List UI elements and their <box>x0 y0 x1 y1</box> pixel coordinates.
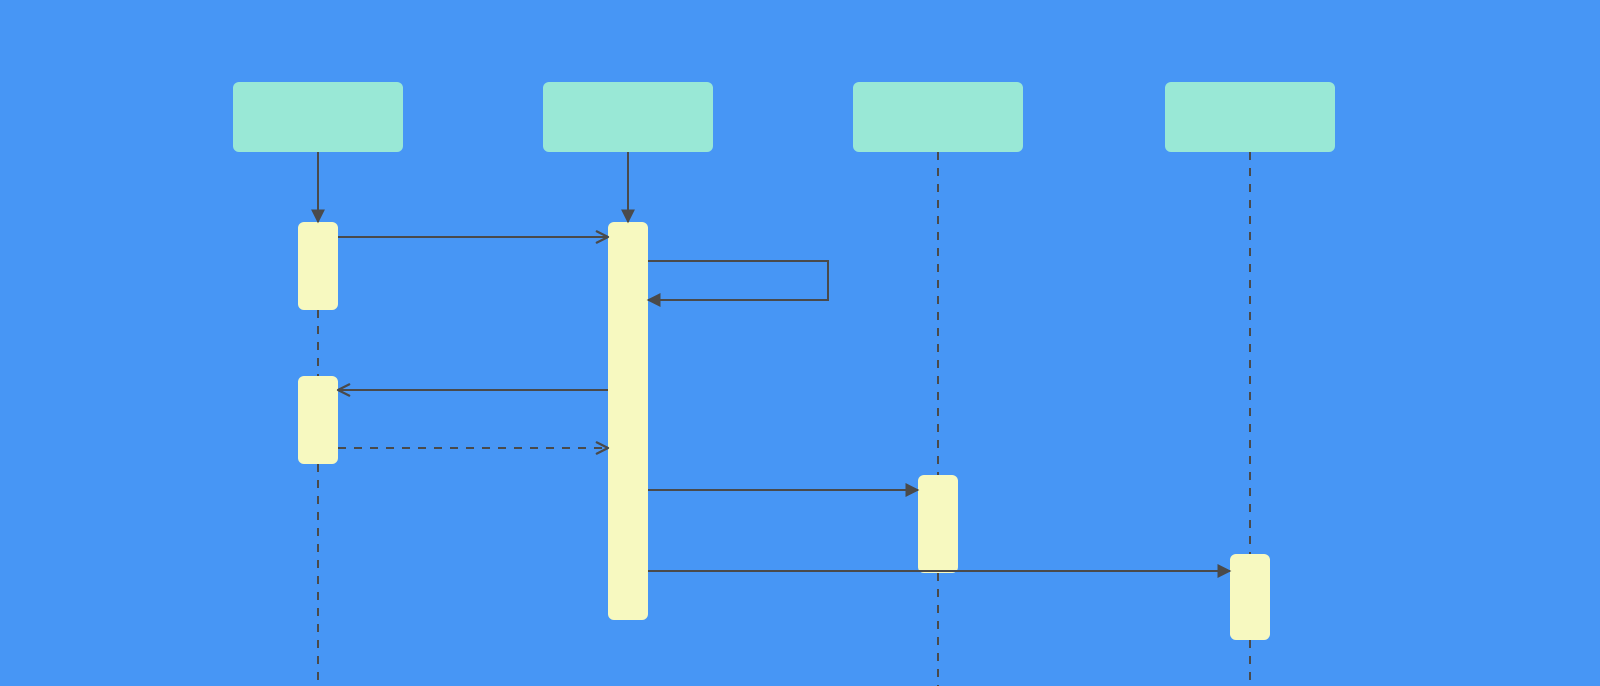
participant-box <box>853 82 1023 152</box>
participant-box <box>1165 82 1335 152</box>
activation-bar <box>298 376 338 464</box>
activation-bar <box>298 222 338 310</box>
activation-bar <box>918 475 958 573</box>
activation-bar <box>608 222 648 620</box>
activation-bar <box>1230 554 1270 640</box>
sequence-diagram <box>0 0 1600 686</box>
participant-box <box>543 82 713 152</box>
self-message-arrow <box>648 261 828 300</box>
participant-box <box>233 82 403 152</box>
